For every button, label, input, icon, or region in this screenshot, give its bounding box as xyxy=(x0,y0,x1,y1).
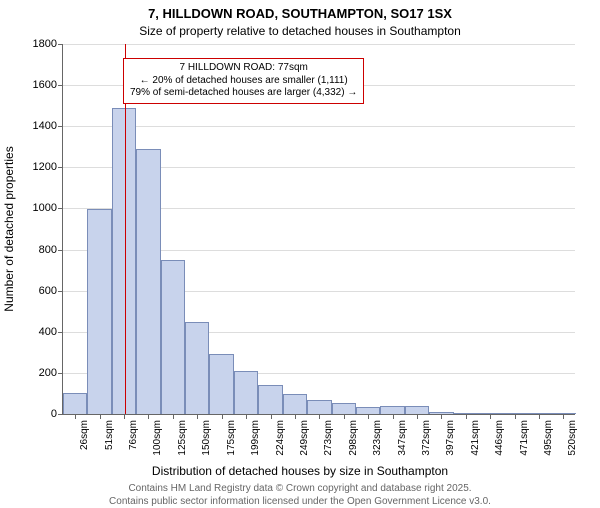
ytick-label: 1200 xyxy=(33,161,63,173)
xtick-label: 372sqm xyxy=(417,414,432,456)
xtick-label: 347sqm xyxy=(393,414,408,456)
annotation-line3: 79% of semi-detached houses are larger (… xyxy=(130,87,357,100)
xtick-label: 495sqm xyxy=(539,414,554,456)
annotation-box: 7 HILLDOWN ROAD: 77sqm ← 20% of detached… xyxy=(123,58,364,104)
xtick-label: 199sqm xyxy=(246,414,261,456)
xtick-label: 446sqm xyxy=(490,414,505,456)
histogram-bar xyxy=(63,393,87,414)
attribution-line2: Contains public sector information licen… xyxy=(0,495,600,508)
xtick-label: 471sqm xyxy=(515,414,530,456)
gridline xyxy=(63,126,575,127)
histogram-bar xyxy=(209,354,233,414)
histogram-bar xyxy=(478,413,502,414)
ytick-label: 800 xyxy=(39,244,63,256)
histogram-bar xyxy=(332,403,356,414)
xtick-label: 175sqm xyxy=(222,414,237,456)
xtick-label: 76sqm xyxy=(124,414,139,450)
ytick-label: 0 xyxy=(51,408,63,420)
ytick-label: 1400 xyxy=(33,120,63,132)
xtick-label: 397sqm xyxy=(441,414,456,456)
xtick-label: 273sqm xyxy=(319,414,334,456)
histogram-bar xyxy=(234,371,258,414)
xtick-label: 224sqm xyxy=(271,414,286,456)
annotation-line2: ← 20% of detached houses are smaller (1,… xyxy=(130,75,357,88)
ytick-label: 600 xyxy=(39,285,63,297)
histogram-bar xyxy=(380,406,404,414)
chart-attribution: Contains HM Land Registry data © Crown c… xyxy=(0,482,600,508)
annotation-line1: 7 HILLDOWN ROAD: 77sqm xyxy=(130,62,357,75)
chart-title: 7, HILLDOWN ROAD, SOUTHAMPTON, SO17 1SX xyxy=(0,6,600,21)
histogram-bar xyxy=(112,108,136,414)
histogram-bar xyxy=(551,413,575,414)
xtick-label: 26sqm xyxy=(75,414,90,450)
ytick-label: 400 xyxy=(39,326,63,338)
xtick-label: 51sqm xyxy=(100,414,115,450)
ytick-label: 200 xyxy=(39,367,63,379)
histogram-bar xyxy=(136,149,160,414)
xtick-label: 150sqm xyxy=(197,414,212,456)
histogram-bar xyxy=(405,406,429,414)
histogram-bar xyxy=(429,412,453,414)
xtick-label: 323sqm xyxy=(368,414,383,456)
histogram-bar xyxy=(527,413,551,414)
ytick-label: 1600 xyxy=(33,79,63,91)
histogram-bar xyxy=(161,260,185,414)
y-axis-label: Number of detached properties xyxy=(2,146,16,311)
xtick-label: 520sqm xyxy=(563,414,578,456)
xtick-label: 100sqm xyxy=(148,414,163,456)
xtick-label: 249sqm xyxy=(295,414,310,456)
histogram-bar xyxy=(356,407,380,414)
xtick-label: 298sqm xyxy=(344,414,359,456)
gridline xyxy=(63,44,575,45)
attribution-line1: Contains HM Land Registry data © Crown c… xyxy=(0,482,600,495)
histogram-bar xyxy=(87,209,111,414)
histogram-bar xyxy=(307,400,331,414)
x-axis-label: Distribution of detached houses by size … xyxy=(0,464,600,478)
histogram-bar xyxy=(258,385,282,414)
histogram-bar xyxy=(454,413,478,414)
xtick-label: 125sqm xyxy=(173,414,188,456)
ytick-label: 1000 xyxy=(33,202,63,214)
property-size-chart: 7, HILLDOWN ROAD, SOUTHAMPTON, SO17 1SX … xyxy=(0,0,600,500)
histogram-bar xyxy=(185,322,209,415)
chart-subtitle: Size of property relative to detached ho… xyxy=(0,24,600,38)
histogram-bar xyxy=(283,394,307,414)
histogram-bar xyxy=(502,413,526,414)
ytick-label: 1800 xyxy=(33,38,63,50)
xtick-label: 421sqm xyxy=(466,414,481,456)
